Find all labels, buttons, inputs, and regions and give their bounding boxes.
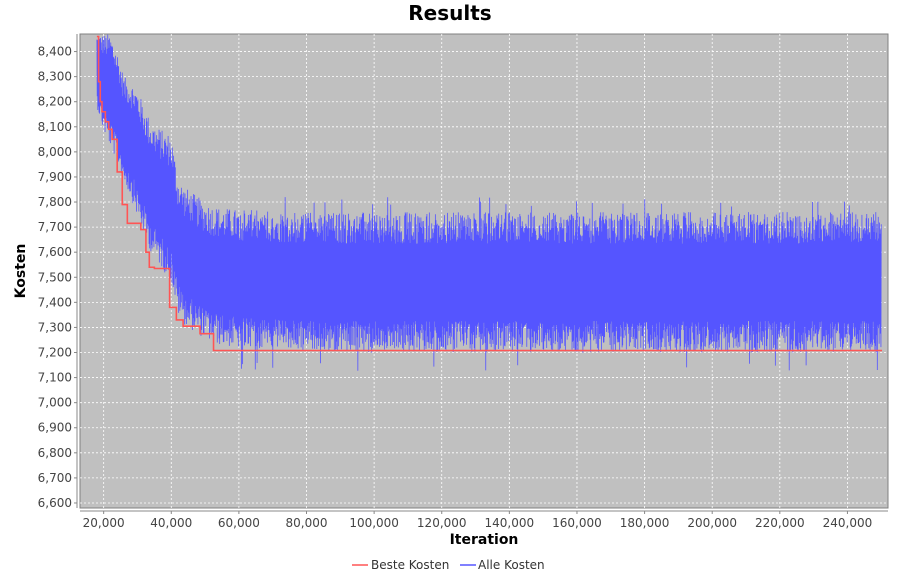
y-tick-label: 7,100 xyxy=(38,371,72,385)
series-line-alle-kosten xyxy=(96,34,882,371)
x-tick-label: 240,000 xyxy=(823,516,873,530)
y-tick-label: 7,000 xyxy=(38,396,72,410)
y-tick-label: 8,300 xyxy=(38,70,72,84)
y-tick-label: 7,500 xyxy=(38,270,72,284)
x-tick-label: 180,000 xyxy=(620,516,670,530)
series-alle-kosten xyxy=(96,34,882,371)
x-tick-label: 200,000 xyxy=(687,516,737,530)
x-tick-label: 120,000 xyxy=(417,516,467,530)
x-axis: 20,000 40,000 60,000 80,000 100,000 120,000 14… xyxy=(80,510,888,530)
y-axis-label: Kosten xyxy=(13,244,29,299)
legend-label-alle-kosten: Alle Kosten xyxy=(478,558,545,572)
series-beste-kosten xyxy=(96,35,883,352)
y-tick-label: 6,800 xyxy=(38,446,72,460)
y-tick-label: 8,100 xyxy=(38,120,72,134)
y-tick-label: 7,300 xyxy=(38,320,72,334)
chart-title: Results xyxy=(408,1,491,25)
y-tick-label: 6,600 xyxy=(38,496,72,510)
y-axis: 6,600 6,700 6,800 6,900 7,000 7,100 7,200 7,300… xyxy=(38,34,78,510)
x-tick-label: 20,000 xyxy=(83,516,125,530)
y-tick-label: 7,400 xyxy=(38,295,72,309)
y-tick-label: 7,200 xyxy=(38,346,72,360)
y-tick-label: 6,900 xyxy=(38,421,72,435)
y-tick-label: 7,800 xyxy=(38,195,72,209)
x-tick-label: 80,000 xyxy=(286,516,328,530)
y-tick-label: 7,600 xyxy=(38,245,72,259)
y-tick-label: 6,700 xyxy=(38,471,72,485)
y-tick-label: 8,000 xyxy=(38,145,72,159)
y-tick-label: 8,400 xyxy=(38,45,72,59)
x-tick-label: 220,000 xyxy=(755,516,805,530)
legend: Beste Kosten Alle Kosten xyxy=(352,558,545,572)
legend-label-beste-kosten: Beste Kosten xyxy=(371,558,449,572)
x-tick-label: 140,000 xyxy=(485,516,535,530)
y-tick-label: 8,200 xyxy=(38,95,72,109)
x-tick-label: 40,000 xyxy=(150,516,192,530)
x-tick-label: 160,000 xyxy=(552,516,602,530)
series-line-beste-kosten xyxy=(96,35,883,352)
x-tick-label: 60,000 xyxy=(218,516,260,530)
x-axis-label: Iteration xyxy=(450,532,519,548)
y-tick-label: 7,700 xyxy=(38,220,72,234)
y-tick-label: 7,900 xyxy=(38,170,72,184)
x-tick-label: 100,000 xyxy=(349,516,399,530)
